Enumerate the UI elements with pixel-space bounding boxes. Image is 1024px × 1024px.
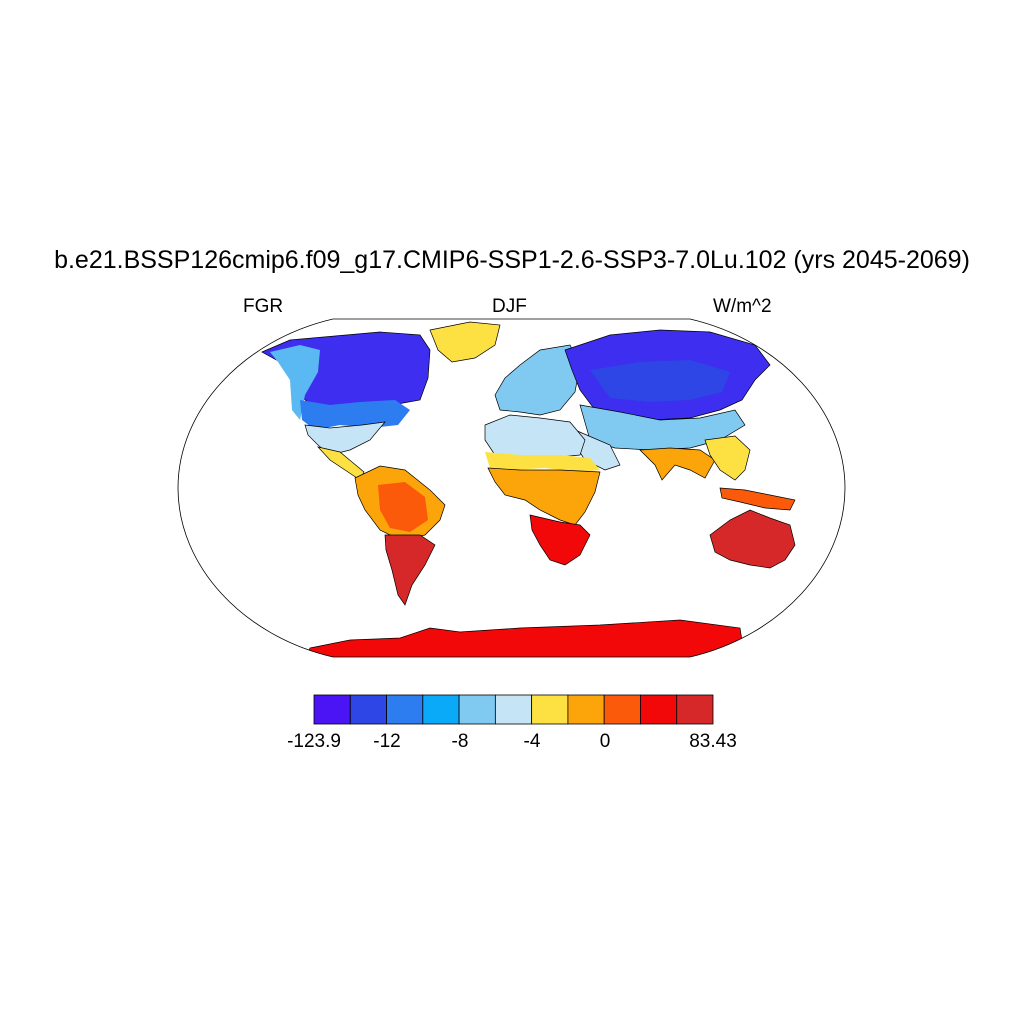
colorbar-swatch bbox=[349, 694, 387, 725]
colorbar-swatch bbox=[531, 694, 569, 725]
colorbar-swatch bbox=[603, 694, 641, 725]
colorbar-swatch bbox=[676, 694, 714, 725]
plot-title: b.e21.BSSP126cmip6.f09_g17.CMIP6-SSP1-2.… bbox=[54, 246, 970, 274]
antarctica bbox=[304, 619, 746, 657]
asia-central bbox=[590, 360, 730, 402]
colorbar-label-5: 83.43 bbox=[689, 731, 737, 752]
colorbar-swatch bbox=[386, 694, 424, 725]
north-america-south bbox=[304, 421, 386, 456]
colorbar-swatch bbox=[567, 694, 605, 725]
colorbar-label-3: -4 bbox=[523, 731, 541, 752]
south-america-mid bbox=[378, 482, 428, 532]
colorbar-label-2: -8 bbox=[451, 731, 469, 752]
colorbar-swatch bbox=[313, 694, 351, 725]
colorbar-swatch bbox=[494, 694, 533, 725]
africa-sahel bbox=[485, 452, 600, 472]
colorbar-swatch bbox=[422, 694, 460, 725]
africa-north bbox=[484, 414, 586, 459]
units-label: W/m^2 bbox=[713, 296, 772, 317]
colorbar-label-4: 0 bbox=[599, 731, 611, 752]
colorbar-swatch bbox=[458, 694, 496, 725]
south-america-south bbox=[384, 534, 436, 606]
greenland bbox=[429, 321, 501, 363]
variable-label: FGR bbox=[243, 296, 284, 317]
map-border bbox=[177, 318, 846, 658]
indonesia bbox=[719, 487, 796, 511]
southeast-asia bbox=[704, 435, 751, 481]
australia bbox=[709, 509, 796, 569]
colorbar-swatch bbox=[640, 694, 678, 725]
colorbar-label-1: -12 bbox=[373, 731, 401, 752]
north-america-west bbox=[270, 345, 320, 420]
colorbar-label-0: -123.9 bbox=[287, 731, 341, 752]
africa-south bbox=[529, 514, 591, 566]
season-label: DJF bbox=[492, 296, 527, 317]
india-seasia bbox=[639, 447, 716, 481]
